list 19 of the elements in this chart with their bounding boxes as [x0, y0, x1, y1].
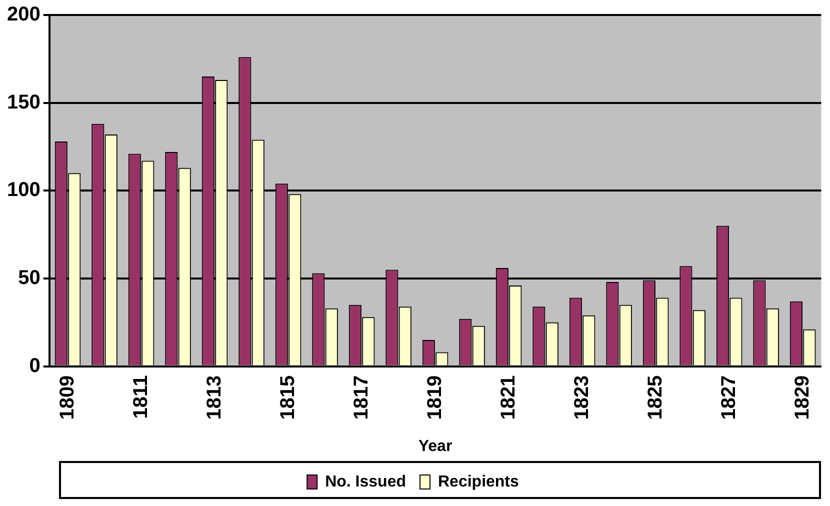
y-tick-label: 200 — [6, 4, 40, 26]
x-tick-label: 1829 — [791, 375, 814, 420]
x-tick-label: 1825 — [644, 375, 666, 420]
y-tick-label: 50 — [18, 266, 40, 289]
x-tick-label: 1819 — [424, 375, 446, 420]
legend-label: Recipients — [438, 473, 520, 490]
legend-label: No. Issued — [325, 473, 406, 490]
x-tick-label: 1821 — [497, 375, 520, 420]
x-tick-label: 1815 — [276, 375, 299, 420]
x-tick-label: 1817 — [350, 375, 372, 420]
x-tick-label: 1809 — [56, 375, 78, 420]
y-tick-label: 0 — [29, 354, 40, 377]
y-tick-label: 150 — [6, 91, 40, 114]
y-tick-label: 100 — [6, 179, 40, 202]
x-axis-title: Year — [418, 438, 452, 455]
x-tick-label: 1811 — [130, 375, 152, 419]
x-tick-label: 1827 — [718, 375, 740, 420]
x-tick-label: 1813 — [203, 375, 226, 420]
x-tick-label: 1823 — [570, 375, 593, 420]
